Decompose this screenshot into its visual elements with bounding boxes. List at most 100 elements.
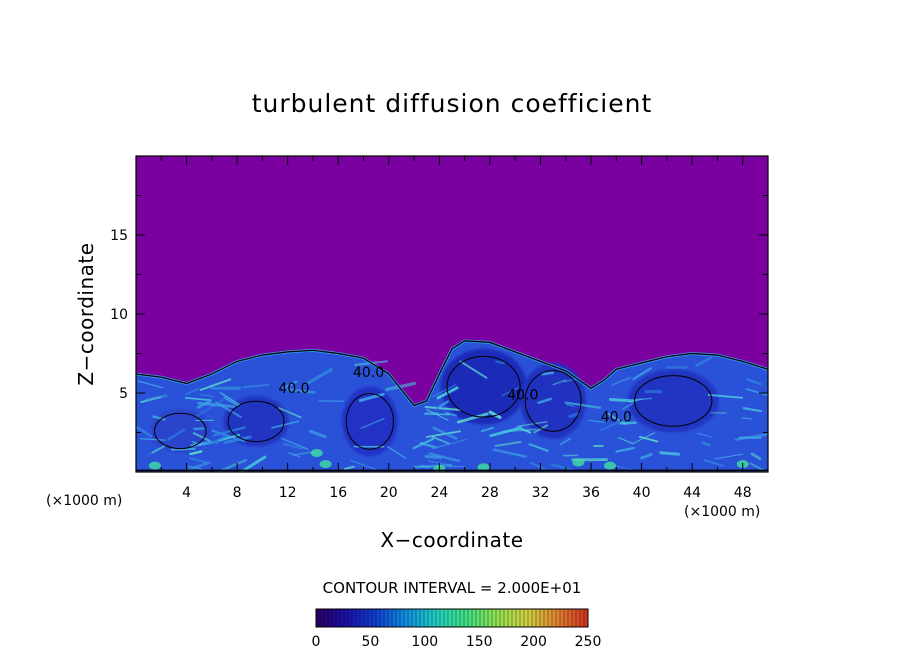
turbulence-streak (746, 378, 762, 386)
x-tick-label: 32 (532, 485, 550, 501)
turbulence-streak (529, 461, 548, 471)
turbulence-streak (283, 442, 303, 450)
contour-line (524, 370, 582, 432)
colorbar-tick-label: 250 (575, 634, 602, 650)
turbulence-streak (424, 455, 442, 460)
colorbar-lines (319, 609, 585, 627)
colorbar-tick-label: 0 (312, 634, 321, 650)
turbulence-streak (456, 412, 489, 424)
turbulence-streak (136, 425, 153, 438)
turbulence-streak (621, 402, 634, 410)
turbulence-streak (432, 426, 458, 440)
turbulence-streak (425, 430, 462, 438)
turbulence-streak (608, 398, 635, 403)
surface-hotspot (572, 458, 585, 467)
turbulence-streak (703, 459, 724, 467)
turbulence-streak (187, 465, 202, 470)
turbulence-streak (559, 437, 571, 446)
y-tick-label: 5 (119, 386, 128, 402)
turbulence-streak (195, 399, 224, 418)
plot-area: 40.0 40.0 40.0 40.0 (135, 155, 769, 473)
eddy-core (440, 348, 527, 425)
turbulence-streak (614, 465, 634, 471)
y-tick-label: 10 (110, 307, 128, 323)
x-tick-label: 40 (633, 485, 651, 501)
turbulence-streak (701, 441, 711, 447)
turbulence-streak (193, 427, 205, 431)
surface-hotspot (477, 463, 490, 472)
turbulence-streak (199, 378, 232, 391)
turbulence-streak (151, 445, 166, 454)
turbulence-streak (210, 434, 230, 445)
turbulence-streak (271, 420, 300, 429)
turbulence-streak (611, 376, 632, 386)
turbulence-streak (139, 438, 167, 441)
turbulence-streak (495, 360, 506, 365)
x-axis-left-unit: (×1000 m) (46, 493, 122, 509)
x-tick-label: 48 (734, 485, 752, 501)
turbulence-streak (309, 429, 327, 439)
turbulence-streak (281, 380, 298, 390)
turbulence-streak (501, 428, 537, 433)
turbulence-streak (223, 435, 252, 444)
turbulence-streak (286, 388, 316, 394)
turbulence-streak (386, 445, 407, 459)
turbulence-streak (615, 446, 635, 453)
turbulence-streak (217, 433, 241, 442)
contour-label: 40.0 (507, 387, 538, 403)
turbulence-streak (188, 457, 212, 465)
turbulence-streak (638, 435, 659, 443)
colorbar-tick-label: 150 (466, 634, 493, 650)
turbulence-streak (431, 436, 450, 445)
x-tick-label: 8 (233, 485, 242, 501)
turbulence-streak (185, 387, 200, 396)
turbulence-streak (278, 407, 302, 419)
surface-hotspot (148, 461, 161, 470)
turbulence-streak (480, 426, 494, 433)
turbulence-streak (280, 437, 309, 450)
turbulence-streak (199, 393, 215, 398)
turbulence-streak (413, 464, 453, 469)
turbulence-streak (552, 379, 567, 386)
eddy-core (342, 386, 398, 457)
x-tick-label: 12 (279, 485, 297, 501)
turbulence-streak (184, 397, 212, 402)
turbulence-streak (223, 396, 239, 407)
turbulence-streak (192, 432, 211, 442)
x-tick-label: 20 (380, 485, 398, 501)
turbulence-streak (516, 421, 548, 428)
x-tick-label: 44 (683, 485, 701, 501)
contour-line (227, 400, 285, 443)
x-axis: 4 8 12 16 20 24 28 32 36 40 44 48 (160, 156, 752, 501)
x-tick-label: 4 (182, 485, 191, 501)
turbulence-streak (186, 461, 210, 472)
turbulence-streak (600, 415, 633, 431)
colorbar-gradient (316, 609, 588, 627)
surface-hotspot (310, 449, 323, 458)
turbulence-streak (634, 397, 652, 401)
turbulence-streak (426, 408, 449, 421)
turbulence-streak (444, 411, 458, 417)
turbulence-streak (494, 440, 522, 447)
turbulence-streak (350, 459, 377, 470)
turbulence-streak (488, 410, 502, 419)
turbulence-streak (432, 438, 468, 450)
turbulence-streak (189, 450, 203, 456)
eddy-core (627, 369, 719, 433)
turbulence-streak (533, 424, 549, 434)
turbulence-streak (619, 421, 637, 425)
turbulence-streak (631, 432, 656, 445)
turbulence-streak (435, 400, 449, 410)
contour-label: 40.0 (601, 409, 632, 425)
turbulence-streak (696, 432, 712, 438)
chart-title: turbulent diffusion coefficient (252, 89, 653, 118)
turbulence-streak (640, 452, 653, 460)
x-axis-right-unit: (×1000 m) (684, 504, 760, 520)
turbulence-streak (170, 447, 196, 451)
turbulence-streak (343, 465, 355, 470)
turbulence-streak (528, 443, 549, 452)
x-tick-label: 24 (430, 485, 448, 501)
colorbar-tick-label: 50 (361, 634, 379, 650)
turbulence-streak (563, 378, 577, 383)
turbulence-streak (219, 459, 247, 472)
